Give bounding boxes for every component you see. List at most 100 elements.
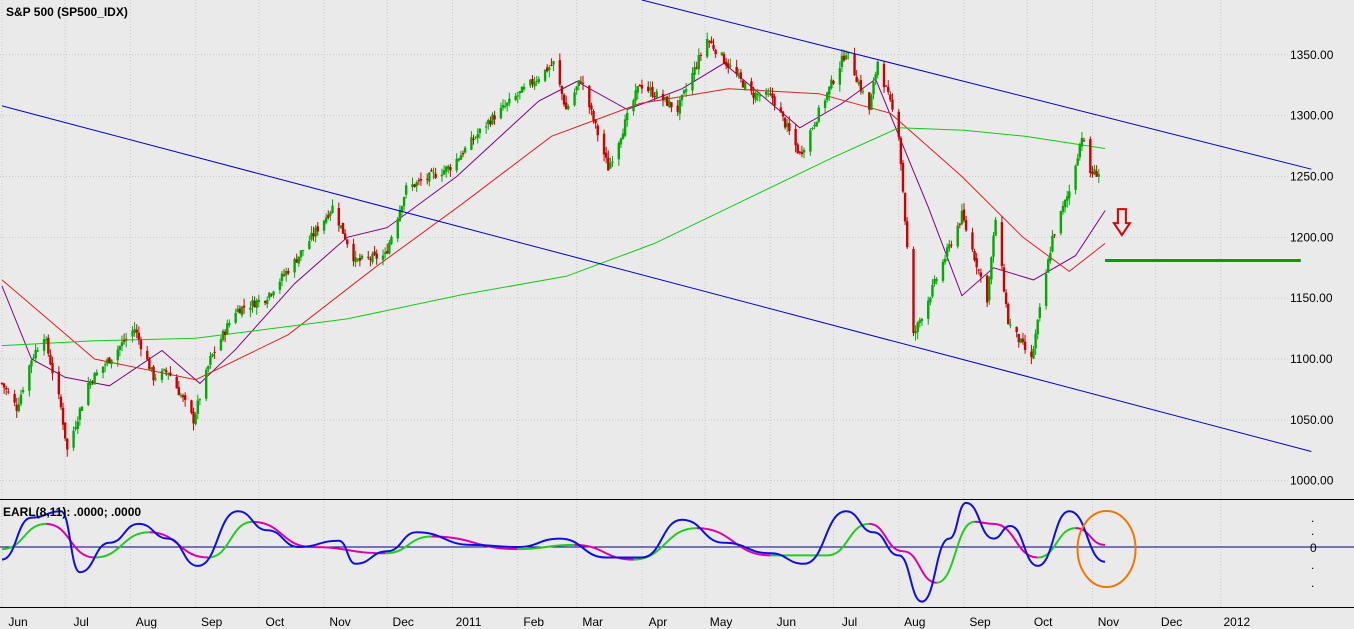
candle-body [1059, 211, 1063, 234]
candle-body [459, 155, 463, 160]
candle-body [682, 90, 686, 94]
candle-body [1015, 326, 1018, 333]
candle-body [1076, 158, 1079, 166]
candle-body [1061, 205, 1065, 212]
candle-body [693, 66, 696, 75]
candle-body [1063, 199, 1067, 208]
y-tick-label: 1050.00 [1290, 413, 1334, 427]
candle-body [1004, 292, 1008, 304]
candle-body [413, 184, 416, 187]
candle-body [788, 123, 791, 132]
candle-body [183, 395, 187, 400]
x-tick-label: Jun [777, 615, 796, 629]
candle-body [543, 69, 547, 81]
candle-body [375, 253, 378, 259]
candle-body [120, 342, 124, 347]
candle-body [5, 387, 8, 390]
candle-body [506, 102, 509, 106]
candle-body [1023, 341, 1027, 351]
candle-body [249, 307, 252, 310]
candle-body [30, 360, 33, 367]
candle-body [369, 258, 372, 260]
candle-body [89, 381, 92, 386]
x-tick-label: Sep [969, 615, 991, 629]
candle-body [63, 422, 67, 439]
candle-body [49, 354, 52, 365]
candle-body [219, 339, 223, 351]
candle-body [670, 102, 673, 108]
candle-body [592, 110, 595, 121]
candle-body [253, 300, 256, 308]
candle-body [811, 128, 814, 130]
candle-body [830, 79, 833, 89]
candle-body [602, 133, 606, 155]
earl-slow-segment [431, 535, 518, 551]
candle-body [581, 82, 585, 84]
candle-body [773, 96, 776, 106]
candle-body [299, 250, 303, 258]
candle-body [322, 220, 326, 231]
candle-body [339, 225, 343, 228]
candle-body [373, 251, 376, 255]
candle-body [1078, 144, 1082, 158]
candle-body [331, 205, 334, 213]
candle-body [956, 225, 959, 247]
candle-body [931, 284, 934, 297]
y-tick-label: 1350.00 [1290, 48, 1334, 62]
x-tick-label: Dec [393, 615, 414, 629]
candle-body [943, 258, 947, 263]
candle-body [962, 209, 966, 221]
x-tick-label: Aug [136, 615, 157, 629]
candle-body [596, 125, 599, 136]
y-tick-label: 1250.00 [1290, 169, 1334, 183]
candle-body [783, 117, 787, 128]
candle-body [125, 338, 128, 341]
candle-body [945, 247, 949, 257]
candle-body [444, 166, 448, 172]
candle-body [838, 68, 842, 85]
candle-body [815, 121, 818, 127]
candle-body [17, 404, 21, 412]
earl-slow-segment [993, 522, 1038, 559]
candle-body [729, 65, 732, 67]
candle-body [116, 349, 119, 361]
grid-layer [0, 0, 1290, 607]
candle-body [516, 95, 519, 97]
candle-body [148, 359, 151, 370]
candle-body [432, 172, 435, 174]
candle-body [160, 370, 164, 380]
earl-slow-segment [1, 522, 47, 551]
candle-body [647, 86, 650, 92]
candle-body [684, 89, 688, 92]
candle-body [889, 94, 892, 100]
moving-average-ma_mid [1, 88, 1106, 381]
y-tick-label: 1200.00 [1290, 230, 1334, 244]
candle-body [411, 184, 414, 188]
candle-body [78, 408, 82, 420]
candle-body [198, 399, 202, 401]
candle-body [1000, 222, 1004, 266]
indicator-dot-label: . [1311, 511, 1314, 525]
y-tick-label: 1150.00 [1290, 291, 1333, 305]
candle-body [634, 90, 637, 101]
candle-body [1091, 171, 1094, 175]
candle-body [139, 340, 143, 350]
moving-average-ma_short [1, 62, 1106, 387]
candle-body [588, 85, 591, 108]
candle-body [714, 49, 717, 55]
candle-body [367, 256, 370, 258]
candle-body [360, 255, 364, 259]
candle-body [346, 239, 349, 245]
earl-slow-segment [517, 543, 575, 551]
candle-body [28, 365, 31, 391]
candle-body [461, 153, 465, 155]
candle-body [400, 206, 404, 212]
x-tick-label: May [710, 615, 733, 629]
candle-body [209, 355, 212, 365]
candle-body [638, 84, 642, 87]
candle-body [396, 218, 399, 239]
candle-body [87, 383, 90, 406]
candle-body [796, 144, 799, 154]
earl-slow-segment [208, 520, 253, 559]
candle-body [415, 182, 418, 187]
